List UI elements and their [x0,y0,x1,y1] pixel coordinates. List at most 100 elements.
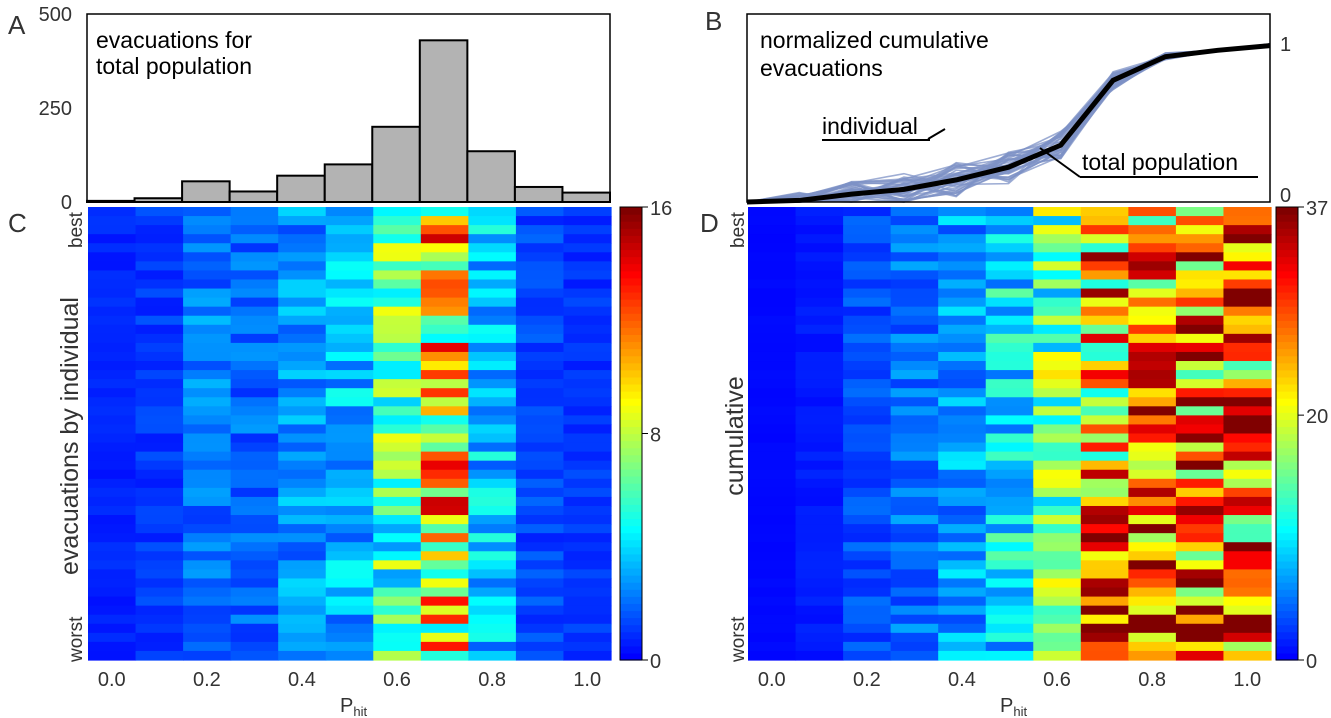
heatmap-cell [135,315,184,326]
heatmap-cell [420,324,469,335]
heatmap-cell [278,433,327,444]
heatmap-cell [373,216,422,226]
heatmap-cell [183,569,232,580]
heatmap-cell [515,641,565,652]
heatmap-cell [1223,542,1272,552]
heatmap-cell [938,234,987,244]
heatmap-cell [795,379,844,389]
colorbar-segment [1276,582,1298,590]
heatmap-cell [230,252,279,262]
heatmap-cell [563,560,612,570]
heatmap-cell [515,442,565,453]
heatmap-cell [325,614,374,625]
heatmap-cell [1080,388,1129,398]
heatmap-cell [985,632,1034,643]
heatmap-cell [325,234,374,244]
heatmap-cell [1033,388,1082,398]
colorbar-segment [620,249,642,258]
heatmap-cell [88,207,137,217]
heatmap-cell [890,361,939,371]
heatmap-cell [985,306,1034,317]
colorbar-segment [1276,546,1298,555]
heatmap-cell [468,388,517,398]
heatmap-cell [515,578,565,589]
heatmap-cell [1223,578,1272,589]
heatmap-cell [938,524,987,534]
colorbar-segment [620,483,642,491]
heatmap-cell [373,288,422,299]
heatmap-cell [468,342,517,353]
heatmap-cell [748,596,797,607]
heatmap-cell [985,542,1034,552]
heatmap-cell [515,515,565,525]
heatmap-cell [230,587,279,598]
annotation-individual: individual [822,113,918,139]
heatmap-cell [563,288,612,299]
heatmap-cell [795,524,844,534]
colorbar-segment [620,376,642,385]
heatmap-cell [420,306,469,317]
heatmap-cell [938,560,987,570]
colorbar-segment [620,575,642,583]
heatmap-cell [1033,460,1082,471]
heatmap-cell [1175,605,1225,616]
heatmap-cell [1080,533,1129,543]
colorbar-tick-label: 0 [650,651,661,673]
heatmap-cell [278,243,327,253]
heatmap-cell [1175,650,1225,661]
colorbar-d: 0 20 37 [1275,198,1328,673]
heatmap-cell [1223,469,1272,480]
heatmap-cell [183,406,232,416]
heatmap-cell [420,605,469,616]
heatmap-cell [748,252,797,262]
heatmap-cell [1080,641,1129,652]
heatmap-cell [468,496,517,507]
colorbar-segment [1276,631,1298,640]
heatmap-cell [563,650,612,661]
heatmap-cell [373,388,422,398]
heatmap-cell [278,569,327,580]
heatmap-cell [890,605,939,616]
panel-c-x-ticks: 0.0 0.2 0.4 0.6 0.8 1.0 [98,669,601,691]
colorbar-segment [620,589,642,597]
panel-c-ytick-worst: worst [66,616,87,663]
heatmap-cell [1175,587,1225,598]
heatmap-cell [890,515,939,525]
heatmap-cell [563,252,612,262]
heatmap-cell [373,560,422,570]
heatmap-cell [1128,487,1177,498]
colorbar-segment [1276,539,1298,548]
heatmap-cell [843,542,892,552]
heatmap-cell [230,505,279,516]
heatmap-cell [515,596,565,607]
heatmap-cell [373,297,422,308]
heatmap-cell [1128,288,1177,299]
heatmap-cell [373,370,422,380]
heatmap-cell [748,614,797,625]
heatmap-cell [373,342,422,353]
heatmap-cell [1128,279,1177,290]
heatmap-cell [278,560,327,570]
heatmap-cell [1175,469,1225,480]
colorbar-segment [620,617,642,626]
heatmap-cell [468,632,517,643]
colorbar-segment [1276,426,1298,435]
heatmap-cell [1128,496,1177,507]
heatmap-cell [373,533,422,543]
colorbar-segment [1276,511,1298,520]
heatmap-cell [985,261,1034,272]
heatmap-cell [135,333,184,344]
heatmap-cell [843,306,892,317]
heatmap-cell [1128,641,1177,652]
colorbar-segment [1276,320,1298,328]
heatmap-cell [420,361,469,371]
heatmap-cell [1128,315,1177,326]
heatmap-cell [1175,641,1225,652]
heatmap-cell [135,560,184,570]
colorbar-segment [620,299,642,307]
heatmap-cell [843,225,892,235]
x-tick-label: 0.4 [288,669,316,691]
heatmap-cell [88,623,137,634]
heatmap-cell [748,424,797,435]
heatmap-cell [1080,342,1129,353]
